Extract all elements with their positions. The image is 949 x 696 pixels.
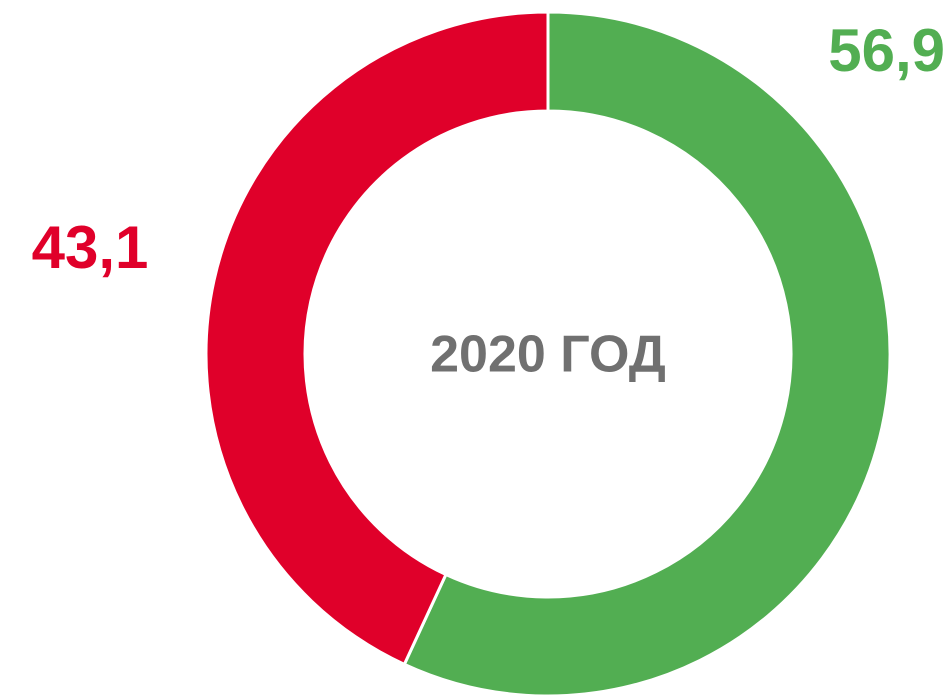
value-label: 56,9 <box>828 17 945 84</box>
center-label: 2020 ГОД <box>430 326 666 384</box>
donut-segment <box>402 10 892 696</box>
value-label: 43,1 <box>32 214 149 281</box>
donut-segment <box>204 10 550 667</box>
